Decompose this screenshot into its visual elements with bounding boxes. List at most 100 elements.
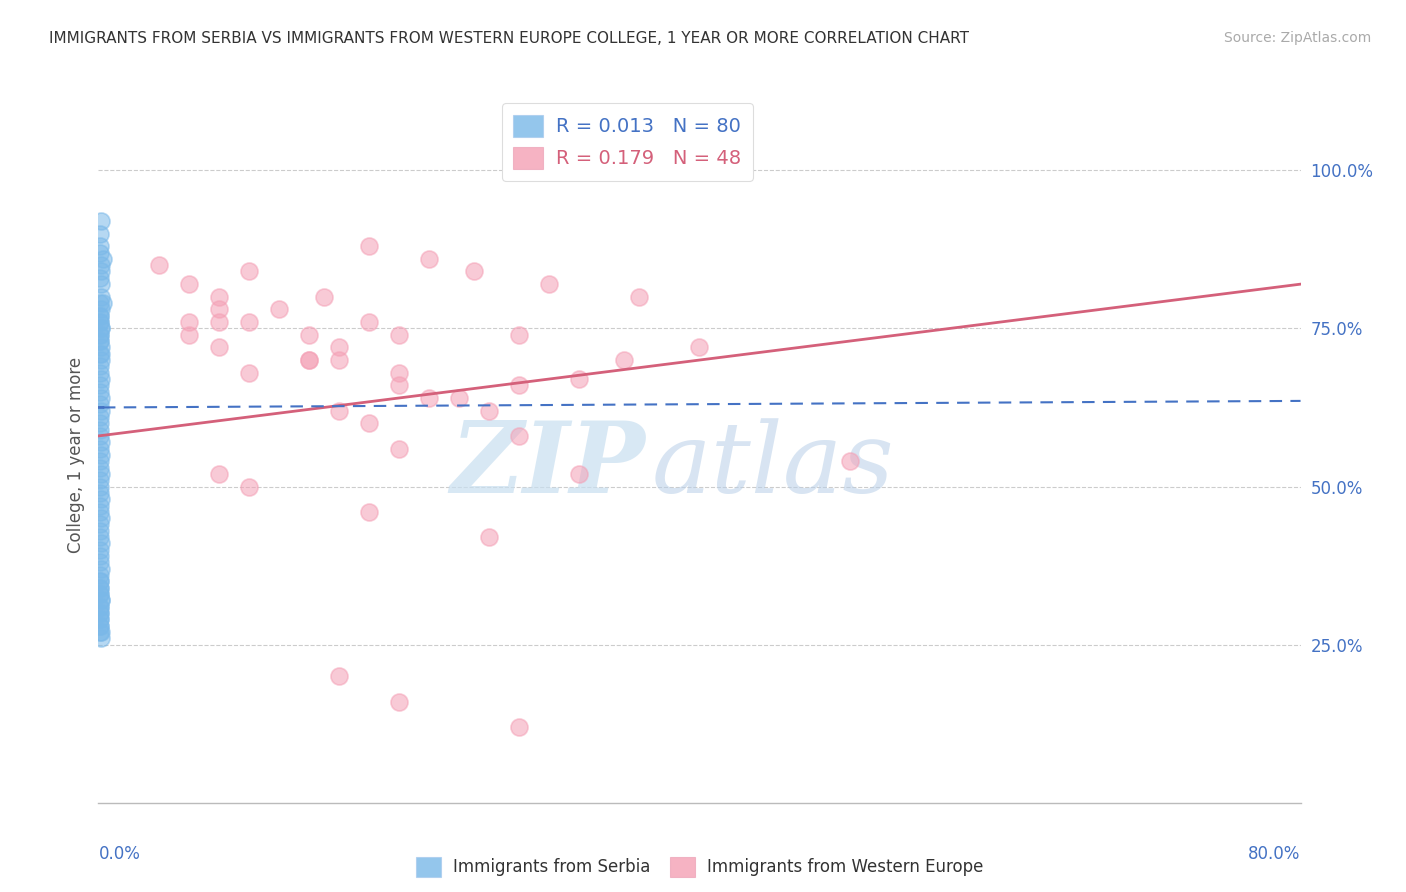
Point xyxy=(89,334,111,348)
Point xyxy=(208,290,231,304)
Point xyxy=(312,290,335,304)
Point xyxy=(328,669,350,683)
Point xyxy=(89,574,111,589)
Point xyxy=(90,302,112,317)
Point xyxy=(463,264,485,278)
Point xyxy=(89,423,111,437)
Point xyxy=(89,524,111,538)
Point xyxy=(267,302,290,317)
Point xyxy=(90,435,112,450)
Point xyxy=(90,340,112,354)
Point xyxy=(90,562,112,576)
Point xyxy=(238,366,260,380)
Point xyxy=(208,467,231,481)
Point xyxy=(90,214,112,228)
Y-axis label: College, 1 year or more: College, 1 year or more xyxy=(66,357,84,553)
Text: atlas: atlas xyxy=(651,417,894,513)
Point xyxy=(89,270,111,285)
Text: Source: ZipAtlas.com: Source: ZipAtlas.com xyxy=(1223,31,1371,45)
Point xyxy=(89,384,111,399)
Point xyxy=(568,467,591,481)
Point xyxy=(568,372,591,386)
Point xyxy=(89,315,111,329)
Point xyxy=(388,366,411,380)
Point xyxy=(90,391,112,405)
Point xyxy=(90,277,112,292)
Point xyxy=(89,334,111,348)
Point xyxy=(89,442,111,456)
Point xyxy=(208,302,231,317)
Point xyxy=(89,417,111,431)
Point xyxy=(90,258,112,272)
Point xyxy=(90,511,112,525)
Point xyxy=(508,429,530,443)
Point xyxy=(298,353,321,368)
Point xyxy=(89,606,111,620)
Point xyxy=(90,321,112,335)
Point xyxy=(89,347,111,361)
Point xyxy=(838,454,860,468)
Point xyxy=(89,309,111,323)
Point xyxy=(89,366,111,380)
Point xyxy=(89,556,111,570)
Point xyxy=(357,505,380,519)
Point xyxy=(89,517,111,532)
Point xyxy=(89,245,111,260)
Point xyxy=(89,378,111,392)
Point xyxy=(89,542,111,557)
Point xyxy=(538,277,561,292)
Point xyxy=(89,327,111,342)
Point xyxy=(177,315,200,329)
Point xyxy=(90,448,112,462)
Point xyxy=(89,587,111,601)
Point xyxy=(89,473,111,487)
Point xyxy=(90,467,112,481)
Point xyxy=(91,252,114,266)
Point xyxy=(613,353,636,368)
Point xyxy=(90,353,112,368)
Point xyxy=(208,315,231,329)
Point xyxy=(90,492,112,507)
Point xyxy=(89,574,111,589)
Legend: Immigrants from Serbia, Immigrants from Western Europe: Immigrants from Serbia, Immigrants from … xyxy=(408,849,991,885)
Point xyxy=(91,296,114,310)
Point xyxy=(89,612,111,626)
Point xyxy=(388,695,411,709)
Point xyxy=(418,252,440,266)
Point xyxy=(328,340,350,354)
Point xyxy=(357,315,380,329)
Point xyxy=(90,593,112,607)
Point xyxy=(90,536,112,550)
Point xyxy=(90,593,112,607)
Point xyxy=(688,340,710,354)
Point xyxy=(388,442,411,456)
Point xyxy=(508,327,530,342)
Point xyxy=(90,403,112,417)
Point xyxy=(89,599,111,614)
Point xyxy=(89,454,111,468)
Point xyxy=(90,321,112,335)
Point xyxy=(89,618,111,632)
Point xyxy=(89,227,111,241)
Point xyxy=(90,347,112,361)
Point xyxy=(478,530,501,544)
Point xyxy=(89,549,111,563)
Point xyxy=(89,359,111,374)
Point xyxy=(357,417,380,431)
Point xyxy=(90,264,112,278)
Point xyxy=(89,486,111,500)
Text: 0.0%: 0.0% xyxy=(98,845,141,863)
Point xyxy=(90,290,112,304)
Point xyxy=(89,309,111,323)
Point xyxy=(388,327,411,342)
Point xyxy=(208,340,231,354)
Point xyxy=(89,606,111,620)
Point xyxy=(148,258,170,272)
Point xyxy=(177,277,200,292)
Point xyxy=(89,429,111,443)
Point xyxy=(89,587,111,601)
Point xyxy=(508,720,530,734)
Point xyxy=(90,625,112,640)
Point xyxy=(508,378,530,392)
Text: 80.0%: 80.0% xyxy=(1249,845,1301,863)
